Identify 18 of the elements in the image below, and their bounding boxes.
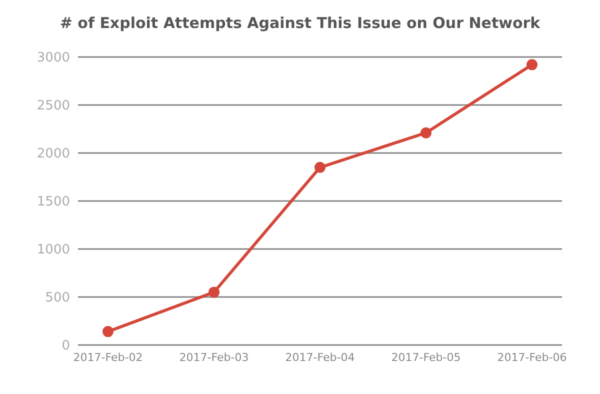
x-tick-label: 2017-Feb-03 [179, 350, 249, 364]
y-tick-label: 1500 [36, 194, 70, 210]
point [420, 127, 432, 138]
x-tick-label: 2017-Feb-02 [73, 350, 143, 364]
y-tick-label: 3000 [36, 50, 70, 66]
x-tick-label: 2017-Feb-04 [285, 350, 355, 364]
y-tick-label: 2500 [36, 98, 70, 114]
y-tick-label: 2000 [36, 146, 70, 162]
y-tick-label: 0 [62, 338, 70, 354]
y-tick-label: 500 [45, 290, 70, 306]
x-tick-label: 2017-Feb-05 [391, 350, 461, 364]
x-tick-label: 2017-Feb-06 [497, 350, 567, 364]
y-tick-label: 1000 [36, 242, 70, 258]
point [314, 162, 326, 173]
point [208, 286, 220, 298]
point [102, 326, 114, 338]
point [526, 59, 538, 70]
chart-title: # of Exploit Attempts Against This Issue on Our Network [58, 14, 542, 32]
